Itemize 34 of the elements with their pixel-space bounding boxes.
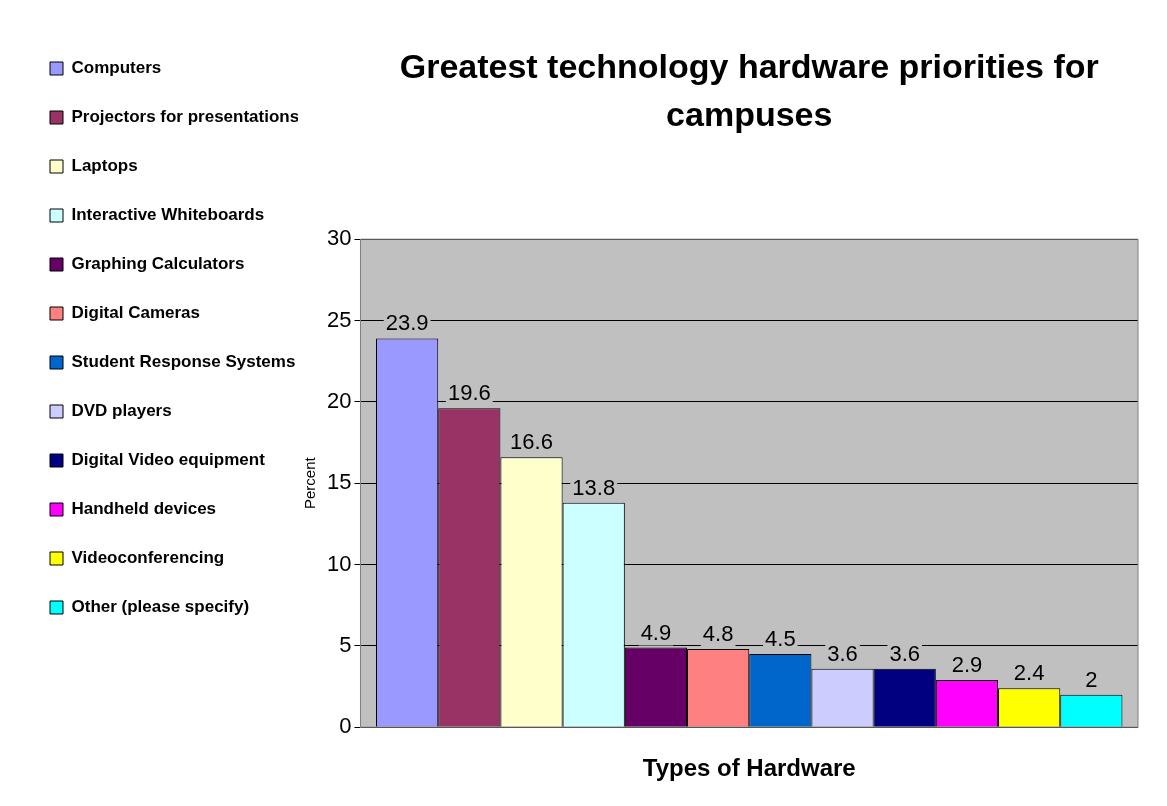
data-label: 16.6: [510, 429, 553, 455]
legend-label: Projectors for presentations: [71, 107, 300, 127]
data-label: 3.6: [889, 640, 921, 666]
data-label: 2.9: [951, 652, 983, 678]
data-label: 2: [1085, 666, 1098, 692]
data-label: 2.4: [1013, 660, 1045, 686]
y-axis-title: Percent: [301, 456, 319, 510]
y-tick-label: 5: [339, 631, 352, 657]
legend-label: Interactive Whiteboards: [71, 205, 265, 225]
legend-label: Handheld devices: [71, 499, 217, 519]
y-tick-label: 0: [339, 713, 352, 739]
legend-label: Graphing Calculators: [71, 254, 245, 274]
legend-label: Computers: [71, 58, 162, 78]
legend-label: Digital Cameras: [71, 303, 200, 323]
legend-label: Videoconferencing: [71, 548, 225, 568]
data-label: 13.8: [572, 474, 616, 500]
legend-label: Digital Video equipment: [71, 450, 266, 470]
data-label: 4.9: [640, 619, 672, 645]
y-tick-label: 15: [326, 469, 352, 495]
y-tick-label: 30: [326, 225, 352, 251]
data-label: 23.9: [385, 310, 429, 336]
legend-label: DVD players: [71, 401, 172, 421]
legend-label: Student Response Systems: [71, 352, 296, 372]
legend-label: Other (please specify): [71, 597, 250, 617]
data-label: 4.8: [702, 621, 734, 647]
data-label: 19.6: [447, 380, 491, 406]
y-tick-label: 25: [326, 306, 352, 332]
data-label: 4.5: [765, 626, 796, 652]
x-axis-title: Types of Hardware: [642, 754, 856, 782]
y-tick-label: 20: [326, 387, 352, 413]
chart-title: Greatest technology hardware priorities for campuses: [399, 47, 1099, 133]
y-tick-label: 10: [326, 550, 352, 576]
data-label: 3.6: [827, 640, 858, 666]
legend-label: Laptops: [71, 156, 138, 176]
